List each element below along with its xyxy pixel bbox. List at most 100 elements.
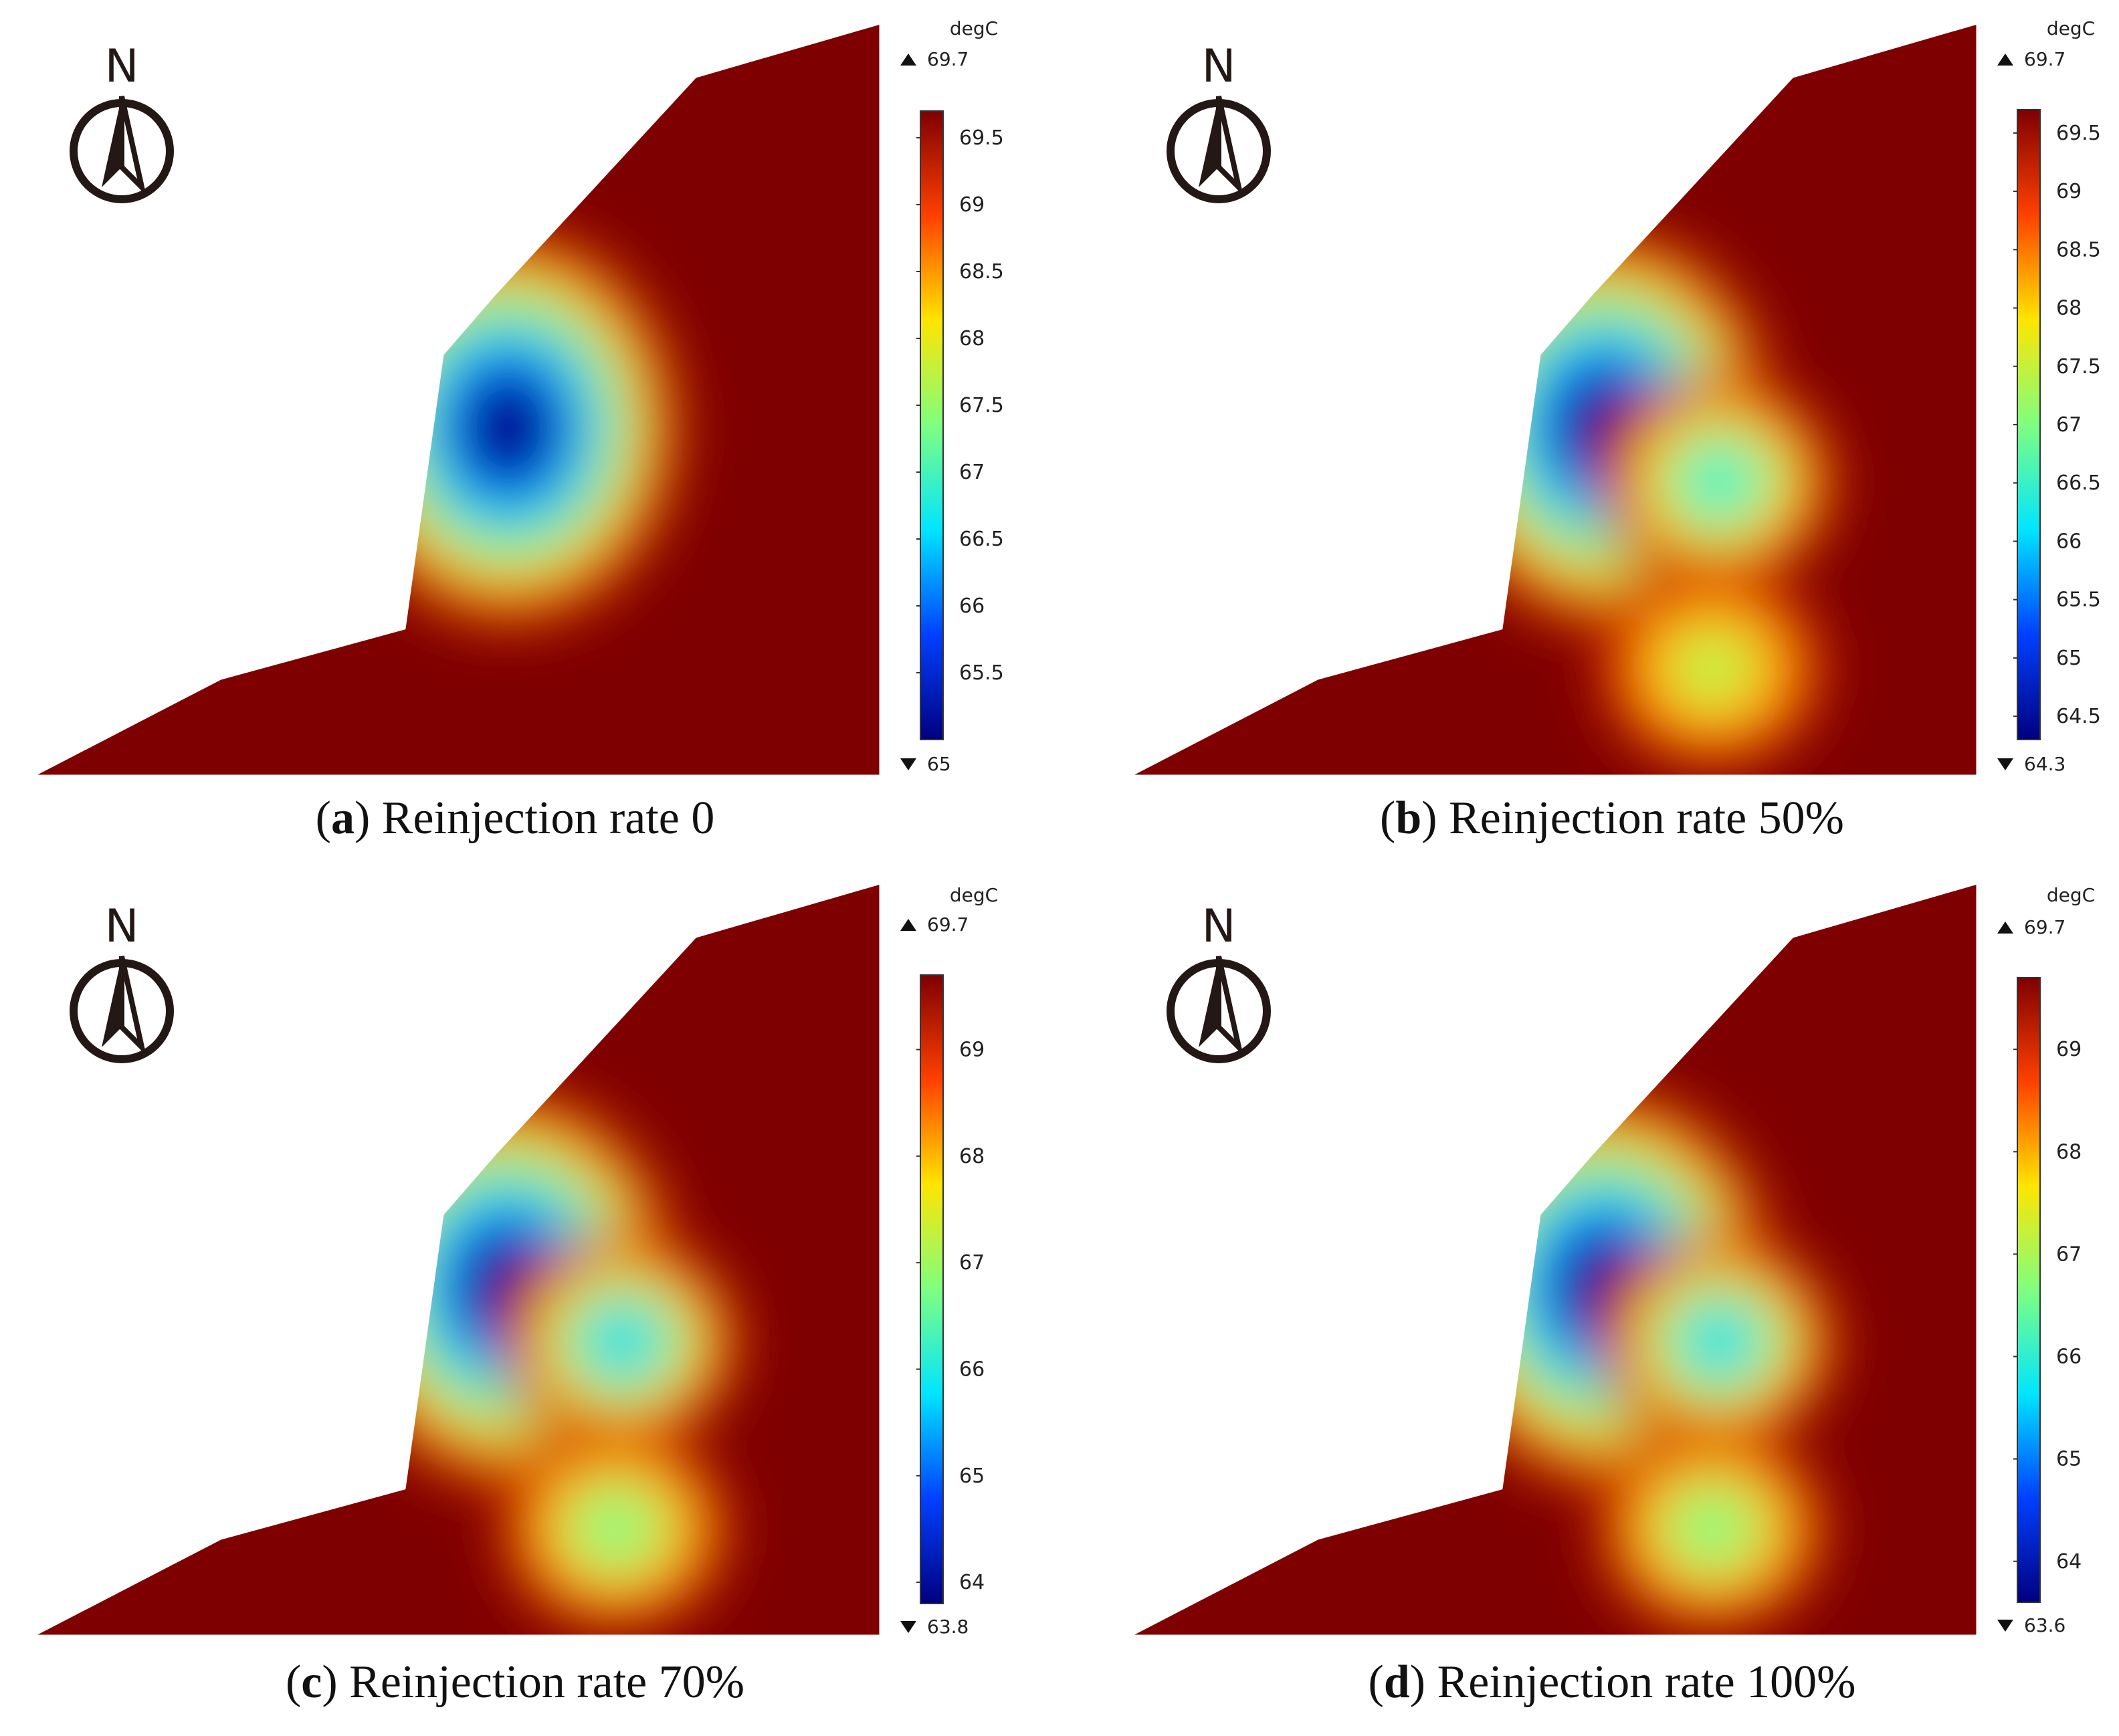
temperature-contour [1689,1315,1749,1368]
colorbar-tick-label: 64.5 [2056,705,2101,728]
min-triangle-icon [900,758,916,770]
colorbar [2017,977,2041,1603]
north-arrow-icon [1167,96,1271,203]
min-triangle-icon [1997,1620,2013,1632]
panel-caption: (d) Reinjection rate 100% [1369,1656,1856,1708]
colorbar-unit: degC [2047,17,2095,39]
colorbar-tick-label: 66.5 [959,528,1004,551]
panel-letter: d [1384,1656,1410,1708]
panel-caption: (a) Reinjection rate 0 [316,792,715,844]
colorbar-tick-label: 69 [2056,180,2082,203]
temperature-contour [592,1315,652,1368]
colorbar-tick-label: 66 [959,1358,985,1381]
colorbar-tick-label: 68 [959,1145,985,1168]
max-value-label: 69.7 [2024,916,2065,938]
arrow-right-half [1216,956,1243,1056]
north-label: N [1202,40,1236,93]
temperature-contour [1689,455,1749,508]
min-triangle-icon [900,1621,916,1633]
temperature-contour [1682,1502,1742,1555]
colorbar-tick-label: 66 [2056,1345,2082,1369]
colorbar-tick-label: 68 [959,327,985,350]
temperature-contour [465,378,552,478]
colorbar-tick-label: 64 [2056,1550,2082,1574]
temperature-field [33,23,880,776]
colorbar-tick-label: 65 [2056,1448,2082,1471]
colorbar-tick-label: 68 [2056,1140,2082,1164]
colorbar-tick-label: 65 [959,1464,985,1488]
min-value-label: 63.8 [927,1616,969,1638]
colorbar-unit: degC [2047,884,2095,906]
north-label: N [105,900,139,953]
colorbar-unit: degC [950,17,998,39]
max-triangle-icon [1997,921,2013,934]
colorbar-tick-label: 66 [959,594,985,618]
north-label: N [105,40,139,93]
colorbar-tick-label: 64 [959,1571,985,1594]
colorbar-tick-label: 67.5 [959,394,1004,417]
colorbar [2017,109,2041,740]
colorbar-tick-label: 68.5 [959,260,1004,284]
colorbar-tick-label: 69 [959,1039,985,1062]
min-value-label: 63.6 [2024,1614,2065,1636]
colorbar-tick-label: 67 [959,461,985,484]
min-triangle-icon [1997,758,2013,770]
panel-caption: (b) Reinjection rate 50% [1380,792,1844,844]
north-arrow-icon [70,956,174,1063]
colorbar-tick-label: 67 [2056,1242,2082,1266]
min-value-label: 64.3 [2024,753,2065,775]
north-label: N [1202,900,1236,953]
panel-caption: (c) Reinjection rate 70% [286,1656,744,1708]
temperature-field [33,883,880,1636]
max-value-label: 69.7 [927,913,969,936]
domain-boundary [33,882,882,1637]
colorbar-tick-label: 66.5 [2056,471,2101,495]
colorbar-tick-label: 67.5 [2056,355,2101,378]
north-arrow-icon [1167,956,1271,1063]
max-triangle-icon [1997,53,2013,66]
arrow-right-half [1216,96,1243,196]
panel-letter: c [301,1656,322,1708]
colorbar-tick-label: 68 [2056,297,2082,320]
max-triangle-icon [900,53,916,66]
arrow-right-half [119,956,146,1056]
colorbar-tick-label: 65.5 [959,661,1004,685]
domain-boundary [1130,22,1979,777]
colorbar-tick-label: 69.5 [2056,122,2101,145]
panel-letter: a [331,792,355,844]
min-value-label: 65 [927,753,951,775]
domain-boundary [33,22,882,777]
colorbar-tick-label: 65 [2056,647,2082,670]
max-value-label: 69.7 [2024,48,2065,70]
colorbar-tick-label: 66 [2056,530,2082,553]
colorbar [920,974,944,1604]
colorbar [920,110,944,740]
colorbar-tick-label: 67 [2056,413,2082,437]
max-triangle-icon [900,919,916,931]
panel-letter: b [1395,792,1421,844]
temperature-contour [1682,642,1742,695]
max-value-label: 69.7 [927,48,969,70]
north-arrow-icon [70,96,174,203]
colorbar-tick-label: 69.5 [959,126,1004,150]
temperature-field [1130,23,1977,776]
colorbar-tick-label: 69 [2056,1038,2082,1061]
temperature-contour [585,1502,645,1555]
arrow-left-half [102,96,122,187]
colorbar-tick-label: 67 [959,1251,985,1275]
arrow-right-half [119,96,146,196]
colorbar-tick-label: 69 [959,193,985,217]
arrow-left-half [1199,96,1219,187]
colorbar-unit: degC [950,884,998,906]
colorbar-tick-label: 65.5 [2056,588,2101,612]
arrow-left-half [1199,956,1219,1047]
arrow-left-half [102,956,122,1047]
colorbar-tick-label: 68.5 [2056,238,2101,261]
temperature-field [1130,883,1977,1636]
domain-boundary [1130,882,1979,1637]
